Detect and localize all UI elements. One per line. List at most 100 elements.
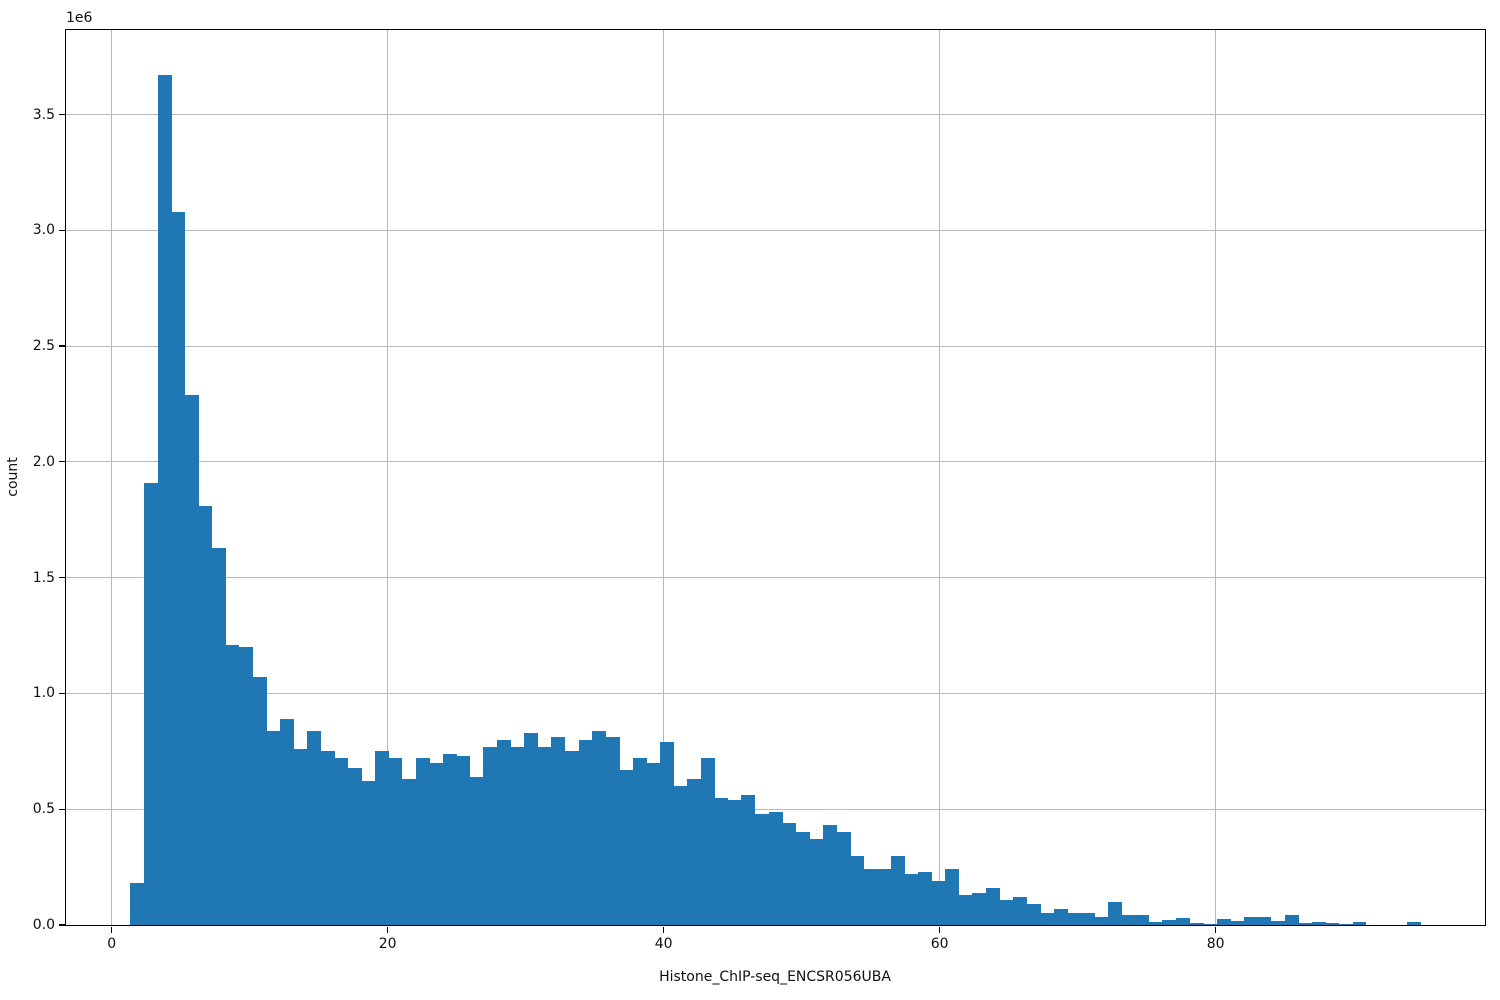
histogram-bar [646, 762, 661, 925]
histogram-bar [1230, 921, 1245, 925]
y-tick-mark [58, 577, 65, 579]
x-tick-mark [663, 926, 665, 933]
histogram-bar [863, 869, 878, 925]
histogram-bar [361, 781, 376, 925]
y-tick-mark [58, 229, 65, 231]
histogram-bar [1298, 922, 1313, 925]
histogram-bar [1040, 913, 1055, 925]
histogram-bar [714, 797, 729, 925]
histogram-bar [1026, 904, 1041, 925]
x-tick-label: 80 [1206, 936, 1225, 952]
histogram-bar [1311, 922, 1326, 925]
histogram-bar [1338, 924, 1353, 925]
histogram-bar [266, 730, 281, 925]
y-tick-label: 3.0 [32, 222, 55, 239]
histogram-bar [429, 762, 444, 925]
histogram-bar [510, 746, 525, 925]
histogram-bar [945, 869, 960, 925]
histogram-bar [252, 677, 267, 925]
y-tick-mark [58, 113, 65, 116]
x-tick-label: 0 [107, 936, 117, 952]
histogram-bar [700, 758, 715, 925]
gridline-x-0 [111, 30, 113, 925]
histogram-bar [795, 832, 810, 925]
histogram-bar [755, 813, 770, 925]
gridline-x-80 [1215, 30, 1217, 925]
histogram-bar [1135, 915, 1150, 925]
gridline-y-1.0 [66, 692, 1485, 694]
histogram-bar [741, 795, 756, 925]
histogram-bar [972, 892, 987, 925]
histogram-bar [1203, 923, 1218, 925]
histogram-bar [605, 737, 620, 925]
histogram-bar [768, 811, 783, 925]
y-tick-label: 1.5 [32, 569, 55, 586]
histogram-bar [144, 482, 158, 925]
histogram-bar [184, 394, 199, 925]
x-tick-mark [111, 926, 113, 933]
histogram-bar [1189, 922, 1204, 925]
y-tick-mark [58, 924, 65, 926]
histogram-bar [727, 799, 742, 925]
histogram-bar [918, 871, 932, 925]
histogram-bar [985, 887, 1000, 925]
histogram-bar [442, 753, 457, 925]
gridline-y-0.5 [66, 808, 1485, 810]
histogram-bar [211, 547, 226, 925]
histogram-bar [1406, 922, 1421, 925]
histogram-bar [334, 758, 349, 925]
y-tick-label: 3.5 [32, 106, 55, 123]
histogram-bar [293, 749, 308, 925]
plot-area [65, 29, 1486, 926]
histogram-bar [592, 730, 607, 925]
histogram-bar [279, 718, 294, 925]
y-tick-label: 0.0 [32, 917, 55, 933]
histogram-bar [578, 739, 593, 925]
histogram-bar [809, 839, 824, 925]
x-tick-label: 40 [654, 936, 673, 952]
histogram-bar [877, 869, 892, 925]
histogram-bar [130, 883, 145, 925]
histogram-bar [483, 746, 498, 925]
histogram-bar [239, 647, 254, 925]
histogram-bar [1108, 901, 1123, 925]
histogram-bar [524, 732, 539, 925]
histogram-bar [1094, 916, 1109, 925]
histogram-bar [904, 874, 919, 925]
histogram-bar [225, 644, 240, 925]
histogram-bar [347, 767, 362, 925]
histogram-bar [890, 855, 905, 925]
histogram-bar [836, 832, 851, 925]
histogram-bar [456, 755, 471, 925]
histogram-bar [1013, 897, 1028, 925]
y-axis-offset-label: 1e6 [66, 10, 93, 26]
histogram-bar [850, 855, 865, 925]
histogram-bar [619, 769, 634, 925]
y-tick-mark [58, 808, 65, 810]
histogram-bar [1257, 917, 1272, 925]
gridline-y-3.0 [66, 229, 1485, 231]
histogram-bar [564, 751, 579, 925]
histogram-bar [1216, 918, 1231, 925]
histogram-bar [402, 779, 416, 925]
histogram-bar [1284, 915, 1299, 925]
histogram-bar [198, 505, 213, 925]
histogram-bar [157, 75, 172, 925]
histogram-bar [537, 746, 552, 925]
y-tick-label: 0.5 [32, 801, 55, 818]
y-tick-label: 2.5 [32, 338, 55, 355]
histogram-bar [673, 786, 688, 925]
histogram-bar [1053, 908, 1068, 925]
x-tick-mark [387, 926, 389, 933]
histogram-bar [1162, 920, 1177, 925]
histogram-bar [1080, 913, 1095, 925]
plot-inner [66, 30, 1485, 925]
gridline-x-40 [663, 30, 665, 925]
histogram-bar [999, 899, 1014, 925]
histogram-bar [632, 758, 647, 925]
y-tick-label: 1.0 [32, 685, 55, 702]
y-tick-mark [58, 461, 65, 463]
histogram-bar [1148, 922, 1163, 925]
histogram-bar [171, 211, 186, 925]
